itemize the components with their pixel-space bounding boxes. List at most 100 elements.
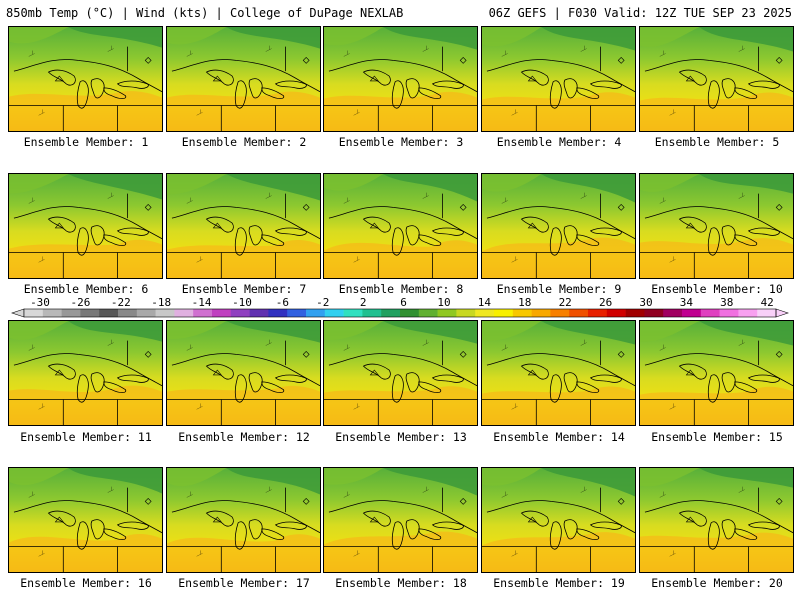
colorbar-tick-label: 42 <box>760 296 774 309</box>
colorbar-cell <box>306 309 326 317</box>
map-svg <box>9 174 162 278</box>
colorbar-cell <box>456 309 476 317</box>
ensemble-member-caption: Ensemble Member: 12 <box>178 430 310 444</box>
colorbar-cell <box>99 309 119 317</box>
map-svg <box>324 27 477 131</box>
colorbar-cell <box>118 309 138 317</box>
map-svg <box>640 27 793 131</box>
colorbar-cell <box>174 309 194 317</box>
colorbar-cell <box>212 309 232 317</box>
title-left: 850mb Temp (°C) | Wind (kts) | College o… <box>6 6 404 20</box>
colorbar-cell <box>24 309 44 317</box>
colorbar-right-arrow <box>775 308 789 318</box>
colorbar-tick-label: 14 <box>477 296 492 309</box>
map-svg <box>9 468 162 572</box>
ensemble-map-panel <box>8 320 163 426</box>
ensemble-map-panel <box>481 320 636 426</box>
colorbar-tick-label: 18 <box>518 296 532 309</box>
ensemble-map-panel <box>481 26 636 132</box>
ensemble-member-caption: Ensemble Member: 9 <box>496 282 622 296</box>
colorbar-cell <box>418 309 438 317</box>
map-svg <box>482 321 635 425</box>
colorbar-tick-label: 10 <box>437 296 451 309</box>
ensemble-member-caption: Ensemble Member: 16 <box>20 576 152 590</box>
colorbar-tick-label: 6 <box>400 296 407 309</box>
map-svg <box>640 174 793 278</box>
ensemble-map-panel <box>481 173 636 279</box>
ensemble-map-panel <box>323 173 478 279</box>
colorbar-cell <box>61 309 81 317</box>
colorbar-cell <box>136 309 156 317</box>
ensemble-map-panel <box>323 320 478 426</box>
ensemble-member-caption: Ensemble Member: 14 <box>493 430 625 444</box>
colorbar-cell <box>644 309 664 317</box>
colorbar: -30 -26 -22 -18 -14 -10 -6 -2 2 6 10 14 18 22 26 30 34 38… <box>10 296 790 320</box>
colorbar-cell <box>287 309 307 317</box>
ensemble-member-caption: Ensemble Member: 5 <box>654 135 780 149</box>
map-svg <box>324 174 477 278</box>
title-right: 06Z GEFS | F030 Valid: 12Z TUE SEP 23 20… <box>488 6 792 20</box>
ensemble-member-caption: Ensemble Member: 15 <box>651 430 783 444</box>
colorbar-cell <box>494 309 514 317</box>
colorbar-tick-label: -30 <box>30 296 50 309</box>
map-svg <box>482 27 635 131</box>
colorbar-cell <box>42 309 62 317</box>
colorbar-border <box>23 308 777 318</box>
ensemble-map-panel <box>639 467 794 573</box>
header: 850mb Temp (°C) | Wind (kts) | College o… <box>0 0 800 22</box>
colorbar-tick-label: 2 <box>359 296 367 309</box>
colorbar-cell <box>437 309 457 317</box>
colorbar-cell <box>324 309 344 317</box>
ensemble-map-panel <box>639 26 794 132</box>
colorbar-cell <box>193 309 213 317</box>
ensemble-member-caption: Ensemble Member: 2 <box>181 135 307 149</box>
colorbar-cell <box>512 309 532 317</box>
colorbar-cell <box>550 309 570 317</box>
ensemble-member-caption: Ensemble Member: 4 <box>496 135 622 149</box>
colorbar-tick-label: -18 <box>151 296 172 309</box>
ensemble-map-panel <box>481 467 636 573</box>
ensemble-map-panel <box>639 173 794 279</box>
map-svg <box>482 174 635 278</box>
ensemble-map-panel <box>166 173 321 279</box>
ensemble-member-caption: Ensemble Member: 8 <box>338 282 464 296</box>
colorbar-cell <box>249 309 269 317</box>
colorbar-cell <box>588 309 608 317</box>
ensemble-map-panel <box>8 26 163 132</box>
colorbar-tick-label: -14 <box>191 296 212 309</box>
colorbar-cell <box>738 309 758 317</box>
colorbar-cell <box>475 309 495 317</box>
colorbar-cell <box>719 309 739 317</box>
colorbar-tick-label: -10 <box>232 296 252 309</box>
map-svg <box>167 174 320 278</box>
colorbar-cell <box>700 309 720 317</box>
colorbar-tick-label: 26 <box>598 296 613 309</box>
map-svg <box>640 468 793 572</box>
colorbar-cell <box>362 309 382 317</box>
colorbar-left-arrow <box>11 308 25 318</box>
ensemble-map-panel <box>166 467 321 573</box>
ensemble-map-panel <box>166 320 321 426</box>
colorbar-tick-label: -22 <box>110 296 131 309</box>
colorbar-svg <box>11 308 789 318</box>
ensemble-member-caption: Ensemble Member: 11 <box>20 430 152 444</box>
ensemble-map-panel <box>166 26 321 132</box>
colorbar-tick-label: 38 <box>720 296 734 309</box>
colorbar-cell <box>155 309 175 317</box>
colorbar-cell <box>268 309 288 317</box>
colorbar-tick-label: 22 <box>558 296 572 309</box>
map-svg <box>167 27 320 131</box>
ensemble-map-panel <box>639 320 794 426</box>
map-svg <box>482 468 635 572</box>
ensemble-member-caption: Ensemble Member: 10 <box>651 282 783 296</box>
colorbar-cell <box>606 309 626 317</box>
colorbar-cell <box>625 309 645 317</box>
map-svg <box>167 468 320 572</box>
ensemble-member-caption: Ensemble Member: 17 <box>178 576 310 590</box>
ensemble-member-caption: Ensemble Member: 1 <box>23 135 149 149</box>
colorbar-cell <box>230 309 250 317</box>
map-svg <box>324 321 477 425</box>
map-svg <box>9 27 162 131</box>
colorbar-cell <box>381 309 401 317</box>
ensemble-map-panel <box>8 467 163 573</box>
